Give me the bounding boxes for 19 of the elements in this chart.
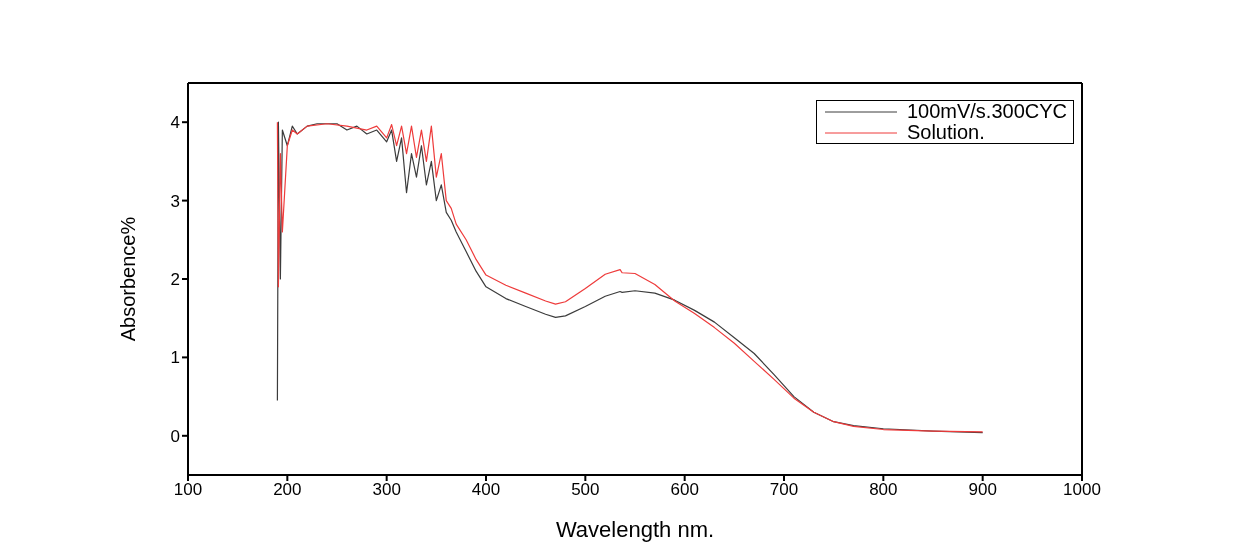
x-tick-label: 800 xyxy=(869,480,898,500)
x-tick-label: 700 xyxy=(769,480,799,500)
y-tick-label: 0 xyxy=(170,426,180,446)
x-tick-label: 600 xyxy=(670,480,699,500)
x-tick-label: 300 xyxy=(372,480,401,500)
x-tick-label: 200 xyxy=(273,480,302,500)
y-tick-label: 2 xyxy=(170,270,180,290)
y-tick-label: 1 xyxy=(170,348,180,368)
x-tick-label: 400 xyxy=(471,480,501,500)
x-tick-label: 1000 xyxy=(1063,480,1101,500)
y-tick-label: 3 xyxy=(170,191,180,211)
x-tick-label: 500 xyxy=(571,480,600,500)
x-axis-title: Wavelength nm. xyxy=(555,517,715,542)
legend-label: 100mV/s.300CYC xyxy=(906,100,1067,122)
legend-label: Solution. xyxy=(906,121,985,143)
x-tick-label: 900 xyxy=(968,480,997,500)
y-tick-label: 4 xyxy=(170,113,180,133)
y-axis-title: Absorbence% xyxy=(117,216,140,342)
x-tick-label: 100 xyxy=(173,480,203,500)
